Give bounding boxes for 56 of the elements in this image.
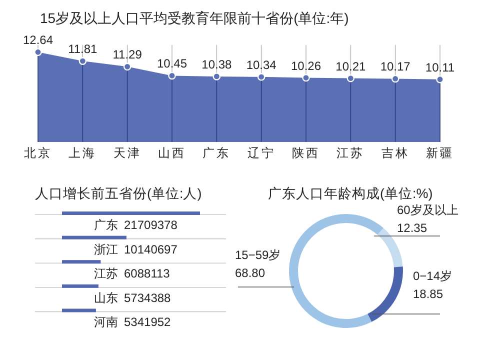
- x-tick-label: 陕西: [292, 146, 320, 160]
- data-label: 10.26: [290, 58, 322, 73]
- donut-slice: [289, 214, 384, 328]
- bar: [62, 236, 126, 240]
- data-label: 68.80: [235, 266, 266, 280]
- point: [123, 62, 132, 71]
- point: [346, 74, 355, 82]
- x-tick-label: 天津: [113, 146, 142, 160]
- x-tick-label: 北京: [24, 146, 52, 160]
- slice-label: 0−14岁: [413, 269, 452, 283]
- x-tick-label: 新疆: [426, 146, 454, 160]
- y-tick-label: 江苏: [94, 266, 118, 281]
- data-label: 10.45: [156, 56, 188, 71]
- data-label: 5734388: [124, 290, 172, 305]
- data-label: 10.34: [246, 58, 277, 72]
- data-label: 10140697: [124, 242, 178, 256]
- y-tick-label: 浙江: [94, 242, 118, 256]
- data-label: 6088113: [124, 266, 170, 281]
- slice-label: 15−59岁: [235, 248, 281, 262]
- bar: [62, 260, 101, 264]
- data-label: 10.38: [202, 57, 232, 72]
- data-label: 10.21: [336, 59, 366, 74]
- x-tick-label: 吉林: [381, 146, 410, 160]
- bar: [62, 308, 96, 312]
- y-tick-label: 广东: [94, 218, 118, 232]
- bar: [62, 212, 200, 215]
- x-tick-label: 上海: [68, 146, 97, 160]
- data-label: 11.29: [112, 48, 142, 62]
- x-tick-label: 江苏: [336, 146, 365, 160]
- point: [212, 72, 221, 80]
- donut-slice: [368, 266, 403, 322]
- point: [168, 72, 176, 80]
- x-tick-label: 山西: [158, 146, 186, 160]
- data-label: 10.17: [380, 60, 411, 74]
- slice-label: 60岁及以上: [397, 203, 458, 217]
- point: [257, 73, 266, 81]
- chart-title: 人口增长前五省份(单位:人): [35, 186, 202, 201]
- y-tick-label: 河南: [94, 315, 118, 330]
- data-label: 18.85: [413, 287, 444, 301]
- chart-title: 广东人口年龄构成(单位:%): [268, 186, 433, 201]
- chart-title: 15岁及以上人口平均受教育年限前十省份(单位:年): [40, 10, 349, 26]
- bar: [62, 284, 98, 288]
- data-label: 5341952: [124, 315, 172, 330]
- y-tick-label: 山东: [94, 290, 118, 305]
- data-label: 12.64: [22, 33, 54, 48]
- data-label: 11.81: [68, 42, 98, 56]
- data-label: 10.11: [425, 60, 455, 74]
- point: [436, 75, 444, 84]
- x-tick-label: 广东: [202, 146, 231, 160]
- data-label: 12.35: [397, 221, 428, 235]
- point: [302, 74, 310, 82]
- data-label: 21709378: [124, 218, 178, 232]
- x-tick-label: 辽宁: [247, 146, 276, 160]
- point: [78, 57, 87, 65]
- point: [34, 48, 42, 56]
- point: [391, 74, 400, 83]
